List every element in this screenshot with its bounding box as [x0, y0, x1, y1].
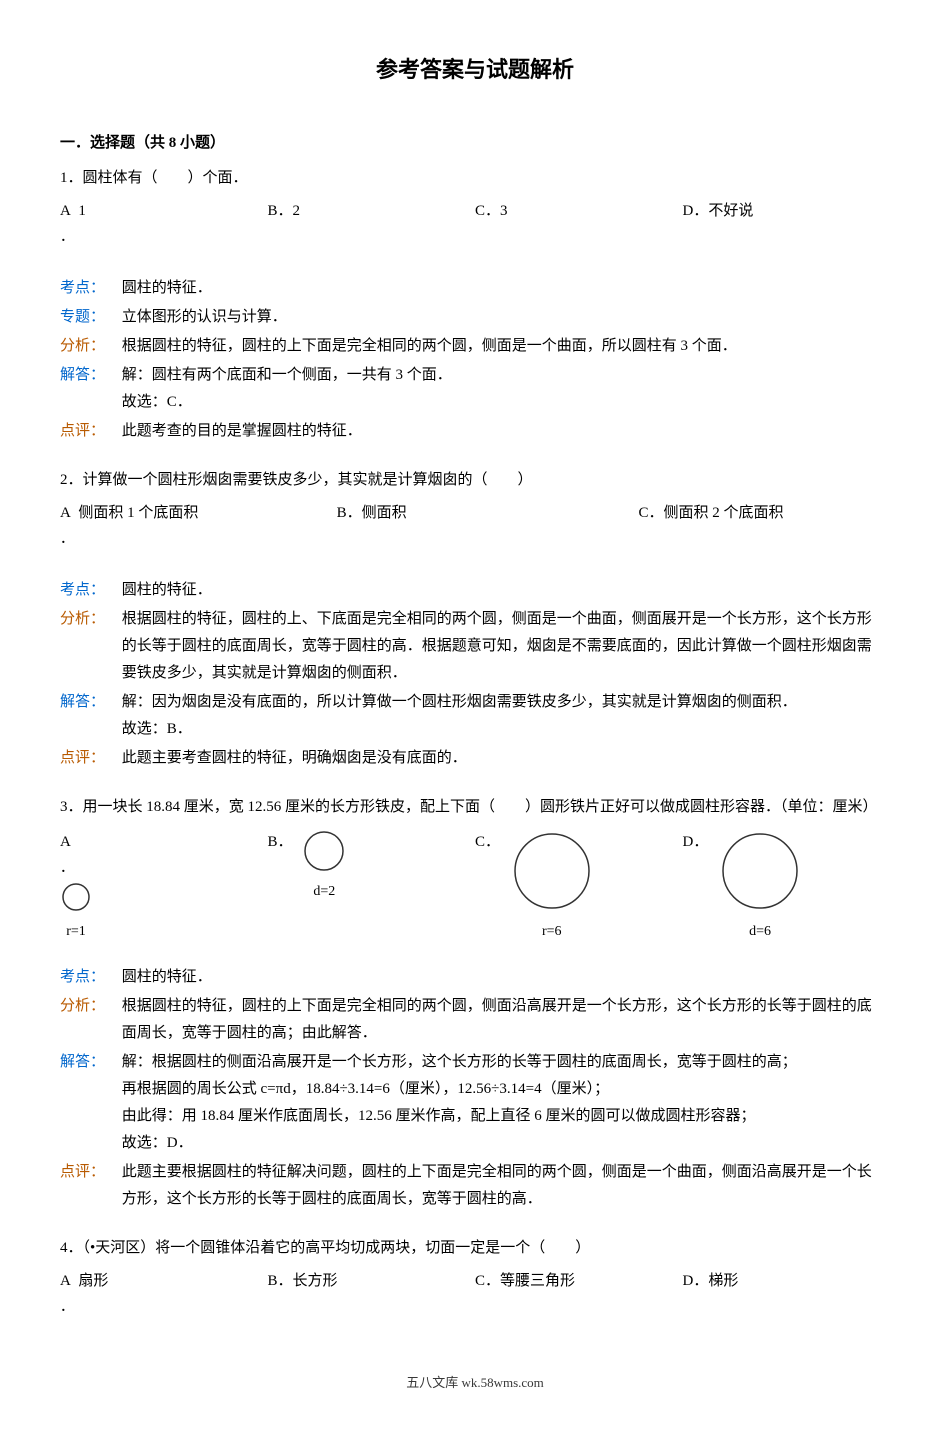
q3-stem: 3．用一块长 18.84 厘米，宽 12.56 厘米的长方形铁皮，配上下面（ ）… — [60, 794, 890, 821]
jieda-text: 解：圆柱有两个底面和一个侧面，一共有 3 个面． 故选：C． — [122, 362, 882, 416]
q2-options: A 侧面积 1 个底面积 ． B．侧面积 C．侧面积 2 个底面积 — [60, 500, 890, 552]
q3-jieda: 解答： 解：根据圆柱的侧面沿高展开是一个长方形，这个长方形的长等于圆柱的底面周长… — [60, 1049, 890, 1157]
circle-caption: d=2 — [302, 879, 346, 904]
opt-dot: ． — [60, 1295, 268, 1320]
fenxi-label: 分析： — [60, 333, 118, 360]
opt-letter: A — [60, 203, 71, 219]
dianping-text: 此题主要考查圆柱的特征，明确烟囱是没有底面的． — [122, 745, 882, 772]
jieda-text: 解：因为烟囱是没有底面的，所以计算做一个圆柱形烟囱需要铁皮多少，其实就是计算烟囱… — [122, 689, 882, 743]
jieda-line1: 解：根据圆柱的侧面沿高展开是一个长方形，这个长方形的长等于圆柱的底面周长，宽等于… — [122, 1054, 797, 1070]
q1-dianping: 点评： 此题考查的目的是掌握圆柱的特征． — [60, 418, 890, 445]
jieda-line2: 再根据圆的周长公式 c=πd，18.84÷3.14=6（厘米），12.56÷3.… — [122, 1081, 609, 1097]
q2-opt-a: A 侧面积 1 个底面积 ． — [60, 500, 337, 552]
jieda-text: 解：根据圆柱的侧面沿高展开是一个长方形，这个长方形的长等于圆柱的底面周长，宽等于… — [122, 1049, 882, 1157]
q3-opt-d: D． d=6 — [683, 829, 891, 944]
jieda-line3: 由此得：用 18.84 厘米作底面周长，12.56 厘米作高，配上直径 6 厘米… — [122, 1108, 756, 1124]
circle-icon — [718, 829, 802, 913]
q1-jieda: 解答： 解：圆柱有两个底面和一个侧面，一共有 3 个面． 故选：C． — [60, 362, 890, 416]
opt-letter: A — [60, 505, 71, 521]
zhuanti-text: 立体图形的认识与计算． — [122, 304, 882, 331]
q3-opt-b: B． d=2 — [268, 829, 476, 944]
dianping-text: 此题主要根据圆柱的特征解决问题，圆柱的上下面是完全相同的两个圆，侧面是一个曲面，… — [122, 1159, 882, 1213]
circle-icon — [60, 881, 92, 913]
dianping-label: 点评： — [60, 1159, 118, 1186]
section-heading: 一．选择题（共 8 小题） — [60, 130, 890, 157]
q1-opt-a: A 1 ． — [60, 198, 268, 250]
kaodian-text: 圆柱的特征． — [122, 275, 882, 302]
opt-text: 1 — [78, 203, 86, 219]
jieda-line2: 故选：B． — [122, 721, 192, 737]
opt-text: 侧面积 1 个底面积 — [78, 505, 198, 521]
circle-icon — [302, 829, 346, 873]
kaodian-text: 圆柱的特征． — [122, 577, 882, 604]
dianping-label: 点评： — [60, 745, 118, 772]
fenxi-label: 分析： — [60, 606, 118, 633]
opt-letter: B． — [268, 829, 293, 856]
q4-opt-c: C．等腰三角形 — [475, 1268, 683, 1320]
circle-caption: r=1 — [60, 919, 92, 944]
jieda-label: 解答： — [60, 689, 118, 716]
fenxi-text: 根据圆柱的特征，圆柱的上下面是完全相同的两个圆，侧面沿高展开是一个长方形，这个长… — [122, 993, 882, 1047]
watermark: 五八文库 wk.58wms.com — [60, 1371, 890, 1394]
q4-opt-a: A 扇形 ． — [60, 1268, 268, 1320]
circle-caption: r=6 — [510, 919, 594, 944]
q4-stem: 4．（•天河区）将一个圆锥体沿着它的高平均切成两块，切面一定是一个（ ） — [60, 1235, 890, 1262]
q4-opt-b: B．长方形 — [268, 1268, 476, 1320]
jieda-label: 解答： — [60, 362, 118, 389]
dianping-label: 点评： — [60, 418, 118, 445]
kaodian-label: 考点： — [60, 964, 118, 991]
fenxi-label: 分析： — [60, 993, 118, 1020]
q1-options: A 1 ． B．2 C．3 D．不好说 — [60, 198, 890, 250]
q1-fenxi: 分析： 根据圆柱的特征，圆柱的上下面是完全相同的两个圆，侧面是一个曲面，所以圆柱… — [60, 333, 890, 360]
opt-dot: ． — [60, 527, 337, 552]
fenxi-text: 根据圆柱的特征，圆柱的上、下底面是完全相同的两个圆，侧面是一个曲面，侧面展开是一… — [122, 606, 882, 687]
dianping-text: 此题考查的目的是掌握圆柱的特征． — [122, 418, 882, 445]
q3-fenxi: 分析： 根据圆柱的特征，圆柱的上下面是完全相同的两个圆，侧面沿高展开是一个长方形… — [60, 993, 890, 1047]
q1-zhuanti: 专题： 立体图形的认识与计算． — [60, 304, 890, 331]
kaodian-label: 考点： — [60, 577, 118, 604]
opt-text: 扇形 — [78, 1273, 108, 1289]
jieda-label: 解答： — [60, 1049, 118, 1076]
zhuanti-label: 专题： — [60, 304, 118, 331]
q2-opt-b: B．侧面积 — [337, 500, 639, 552]
jieda-line4: 故选：D． — [122, 1135, 193, 1151]
jieda-line1: 解：因为烟囱是没有底面的，所以计算做一个圆柱形烟囱需要铁皮多少，其实就是计算烟囱… — [122, 694, 797, 710]
q3-options: A ． r=1 B． d=2 C． r=6 D． — [60, 829, 890, 944]
q1-opt-d: D．不好说 — [683, 198, 891, 250]
q4-options: A 扇形 ． B．长方形 C．等腰三角形 D．梯形 — [60, 1268, 890, 1320]
opt-letter: D． — [683, 829, 709, 856]
page-title: 参考答案与试题解析 — [60, 50, 890, 90]
q3-opt-a: A ． r=1 — [60, 829, 268, 944]
q3-kaodian: 考点： 圆柱的特征． — [60, 964, 890, 991]
jieda-line1: 解：圆柱有两个底面和一个侧面，一共有 3 个面． — [122, 367, 452, 383]
opt-dot: ． — [60, 225, 268, 250]
q3-opt-c: C． r=6 — [475, 829, 683, 944]
opt-letter: C． — [475, 829, 500, 856]
q2-dianping: 点评： 此题主要考查圆柱的特征，明确烟囱是没有底面的． — [60, 745, 890, 772]
q2-kaodian: 考点： 圆柱的特征． — [60, 577, 890, 604]
circle-icon — [510, 829, 594, 913]
q2-fenxi: 分析： 根据圆柱的特征，圆柱的上、下底面是完全相同的两个圆，侧面是一个曲面，侧面… — [60, 606, 890, 687]
kaodian-label: 考点： — [60, 275, 118, 302]
kaodian-text: 圆柱的特征． — [122, 964, 882, 991]
q2-opt-c: C．侧面积 2 个底面积 — [638, 500, 890, 552]
q3-dianping: 点评： 此题主要根据圆柱的特征解决问题，圆柱的上下面是完全相同的两个圆，侧面是一… — [60, 1159, 890, 1213]
opt-dot: ． — [60, 856, 268, 881]
q2-stem: 2．计算做一个圆柱形烟囱需要铁皮多少，其实就是计算烟囱的（ ） — [60, 467, 890, 494]
jieda-line2: 故选：C． — [122, 394, 192, 410]
q2-jieda: 解答： 解：因为烟囱是没有底面的，所以计算做一个圆柱形烟囱需要铁皮多少，其实就是… — [60, 689, 890, 743]
q1-opt-c: C．3 — [475, 198, 683, 250]
q1-opt-b: B．2 — [268, 198, 476, 250]
q4-opt-d: D．梯形 — [683, 1268, 891, 1320]
q1-kaodian: 考点： 圆柱的特征． — [60, 275, 890, 302]
q1-stem: 1．圆柱体有（ ）个面． — [60, 165, 890, 192]
opt-letter: A — [60, 1273, 71, 1289]
fenxi-text: 根据圆柱的特征，圆柱的上下面是完全相同的两个圆，侧面是一个曲面，所以圆柱有 3 … — [122, 333, 882, 360]
opt-letter: A — [60, 829, 71, 856]
circle-caption: d=6 — [718, 919, 802, 944]
